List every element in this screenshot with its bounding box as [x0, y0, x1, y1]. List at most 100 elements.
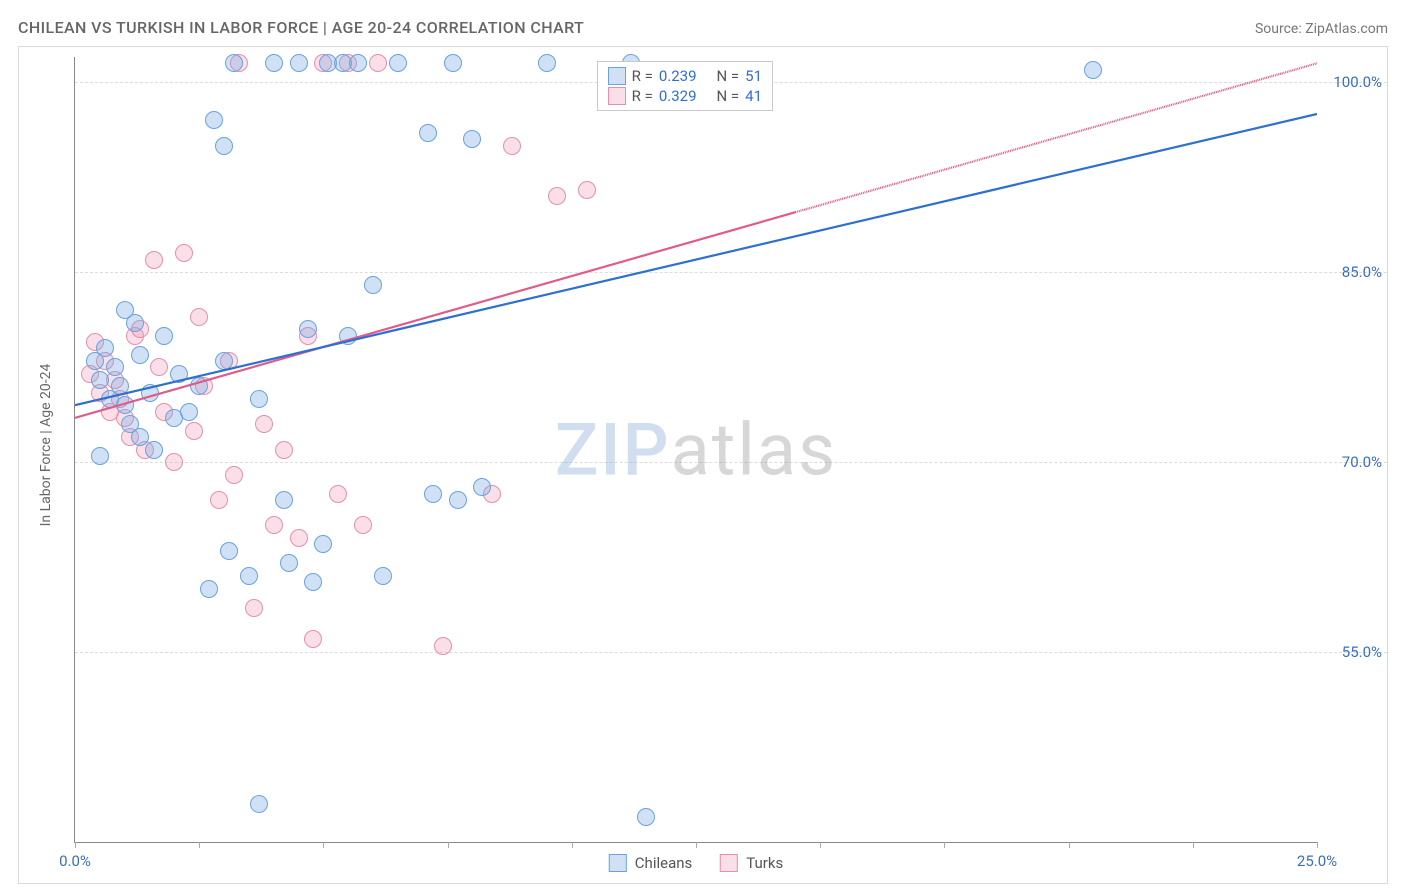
legend-n-label: N =: [717, 67, 740, 85]
scatter-point-chileans: [155, 327, 173, 345]
scatter-point-chileans: [240, 567, 258, 585]
scatter-point-chileans: [205, 111, 223, 129]
legend-n-label: N =: [717, 87, 740, 105]
gridline: [75, 462, 1387, 463]
legend-item-chileans: Chileans: [609, 854, 692, 872]
legend-n-turks: 41: [745, 87, 762, 105]
scatter-point-turks: [275, 441, 293, 459]
x-tick: [1193, 842, 1194, 848]
swatch-turks: [608, 87, 626, 105]
scatter-point-turks: [145, 251, 163, 269]
scatter-point-chileans: [299, 320, 317, 338]
swatch-turks: [720, 854, 738, 872]
x-tick: [572, 842, 573, 848]
scatter-point-chileans: [275, 491, 293, 509]
x-tick: [448, 842, 449, 848]
scatter-point-turks: [245, 599, 263, 617]
scatter-point-chileans: [389, 54, 407, 72]
legend-correlation: R = 0.239 N = 51 R = 0.329 N = 41: [597, 61, 773, 111]
trend-lines: [75, 57, 1317, 842]
x-tick: [1317, 842, 1318, 848]
scatter-point-turks: [150, 358, 168, 376]
source-label: Source: ZipAtlas.com: [1255, 21, 1388, 37]
x-tick: [323, 842, 324, 848]
scatter-point-chileans: [131, 346, 149, 364]
scatter-point-chileans: [190, 377, 208, 395]
scatter-point-chileans: [131, 428, 149, 446]
scatter-point-turks: [185, 422, 203, 440]
swatch-chileans: [608, 67, 626, 85]
scatter-point-chileans: [170, 365, 188, 383]
scatter-point-chileans: [180, 403, 198, 421]
scatter-point-turks: [290, 529, 308, 547]
scatter-point-chileans: [215, 137, 233, 155]
watermark-atlas: atlas: [671, 407, 838, 492]
scatter-point-chileans: [280, 554, 298, 572]
scatter-point-chileans: [349, 54, 367, 72]
scatter-point-chileans: [250, 795, 268, 813]
scatter-point-chileans: [424, 485, 442, 503]
gridline: [75, 652, 1387, 653]
scatter-point-chileans: [364, 276, 382, 294]
scatter-point-turks: [165, 453, 183, 471]
scatter-point-chileans: [116, 396, 134, 414]
x-tick: [1069, 842, 1070, 848]
scatter-point-chileans: [91, 447, 109, 465]
scatter-point-chileans: [419, 124, 437, 142]
chart-title: CHILEAN VS TURKISH IN LABOR FORCE | AGE …: [18, 18, 584, 37]
scatter-point-chileans: [215, 352, 233, 370]
scatter-point-chileans: [111, 377, 129, 395]
scatter-point-chileans: [637, 808, 655, 826]
y-tick-label: 100.0%: [1333, 73, 1382, 91]
x-tick: [820, 842, 821, 848]
swatch-chileans: [609, 854, 627, 872]
scatter-point-chileans: [444, 54, 462, 72]
scatter-point-chileans: [145, 441, 163, 459]
scatter-point-turks: [265, 516, 283, 534]
scatter-point-chileans: [265, 54, 283, 72]
scatter-point-chileans: [290, 54, 308, 72]
gridline: [75, 272, 1387, 273]
x-tick-label: 25.0%: [1297, 852, 1337, 870]
legend-r-chileans: 0.239: [659, 67, 697, 85]
x-tick: [75, 842, 76, 848]
scatter-point-turks: [329, 485, 347, 503]
scatter-point-turks: [578, 181, 596, 199]
scatter-point-chileans: [304, 573, 322, 591]
scatter-point-chileans: [473, 478, 491, 496]
scatter-point-chileans: [225, 54, 243, 72]
x-tick-label: 0.0%: [59, 852, 91, 870]
scatter-point-chileans: [96, 339, 114, 357]
scatter-point-turks: [354, 516, 372, 534]
scatter-point-chileans: [220, 542, 238, 560]
scatter-point-chileans: [91, 371, 109, 389]
scatter-point-chileans: [449, 491, 467, 509]
legend-series: Chileans Turks: [599, 854, 793, 872]
watermark-zip: ZIP: [555, 407, 671, 492]
scatter-point-turks: [369, 54, 387, 72]
legend-row-turks: R = 0.329 N = 41: [608, 86, 762, 106]
legend-label-chileans: Chileans: [635, 854, 692, 872]
legend-r-turks: 0.329: [659, 87, 697, 105]
y-tick-label: 85.0%: [1342, 263, 1382, 281]
scatter-point-turks: [190, 308, 208, 326]
scatter-point-chileans: [1084, 61, 1102, 79]
scatter-point-chileans: [116, 301, 134, 319]
x-tick: [199, 842, 200, 848]
scatter-point-chileans: [314, 535, 332, 553]
scatter-point-turks: [175, 244, 193, 262]
y-axis-label: In Labor Force | Age 20-24: [38, 364, 54, 527]
legend-item-turks: Turks: [720, 854, 783, 872]
scatter-point-chileans: [106, 358, 124, 376]
scatter-point-chileans: [200, 580, 218, 598]
scatter-point-turks: [210, 491, 228, 509]
legend-row-chileans: R = 0.239 N = 51: [608, 66, 762, 86]
scatter-point-chileans: [339, 327, 357, 345]
x-tick: [944, 842, 945, 848]
legend-r-label: R =: [632, 87, 653, 105]
watermark: ZIPatlas: [555, 407, 837, 492]
scatter-point-chileans: [141, 384, 159, 402]
scatter-point-chileans: [463, 130, 481, 148]
legend-n-chileans: 51: [745, 67, 762, 85]
legend-r-label: R =: [632, 67, 653, 85]
